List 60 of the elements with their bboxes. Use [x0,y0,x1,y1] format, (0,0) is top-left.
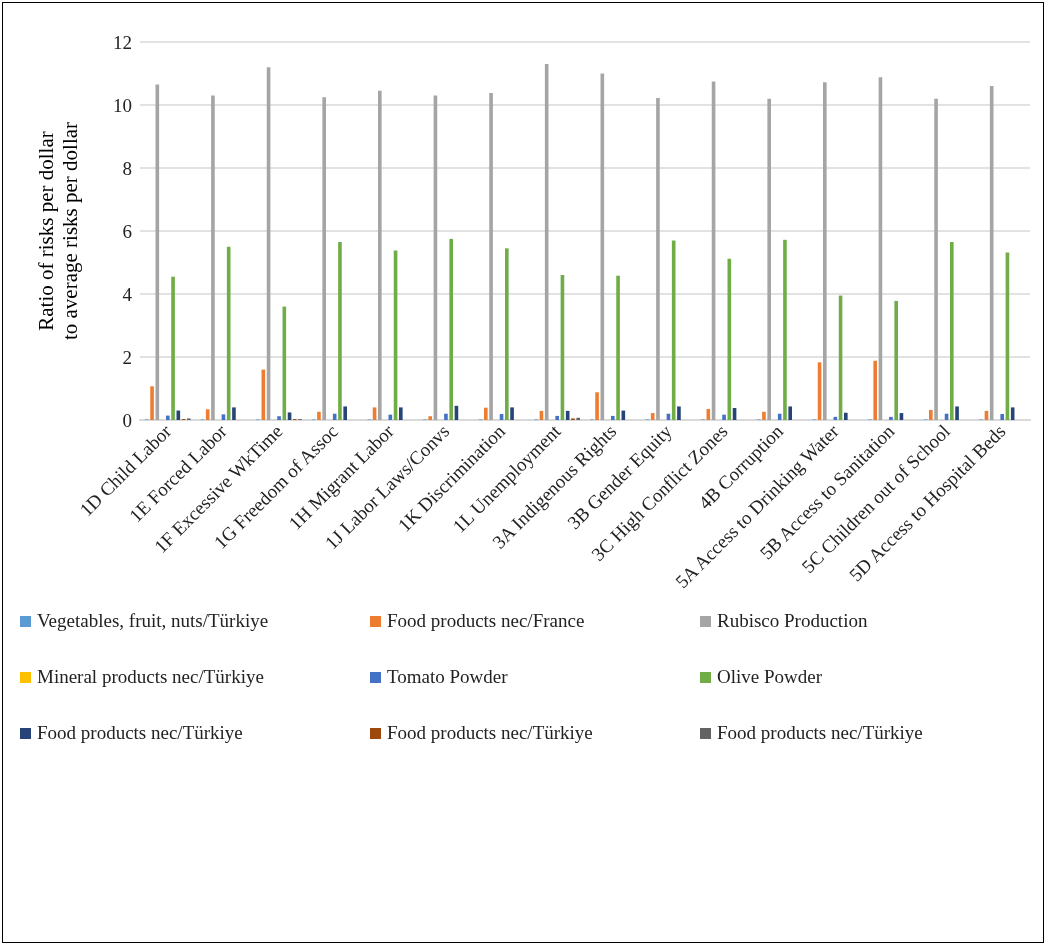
bar [171,276,175,420]
bar [889,416,893,420]
bar [1000,414,1004,420]
bar [894,300,898,420]
bar [873,360,877,420]
bar [399,407,403,420]
bar [449,238,453,420]
legend-label: Tomato Powder [387,666,508,688]
bar [338,242,342,420]
bar [484,407,488,420]
legend-label: Mineral products nec/Türkiye [37,666,264,688]
bar [650,413,655,420]
bar [762,411,766,420]
bar [150,386,154,420]
bar [211,95,215,420]
bar [317,411,321,420]
bar [205,409,210,420]
bar [505,248,509,420]
y-tick-label: 2 [122,346,132,368]
bar [510,407,514,420]
legend-label: Rubisco Production [717,610,868,632]
bar [611,415,615,420]
y-tick-label: 4 [122,283,133,305]
bar [555,415,559,420]
bar [677,406,681,420]
legend-label: Food products nec/Türkiye [717,722,923,744]
bar [929,409,933,420]
bar [767,98,771,420]
bar [343,406,347,420]
bar [656,98,660,420]
legend-label: Olive Powder [717,666,823,688]
legend-label: Vegetables, fruit, nuts/Türkiye [37,610,269,632]
bar [934,98,938,420]
legend-label: Food products nec/Türkiye [387,722,593,744]
bar [277,416,281,420]
y-tick-label: 0 [122,409,132,431]
bar [166,415,170,420]
bar [428,416,432,420]
bar [722,414,726,420]
bar [616,275,620,420]
bar [844,412,848,420]
bar [232,407,236,420]
y-tick-label: 8 [122,157,132,179]
bar [444,413,448,420]
bar [955,406,959,420]
y-tick-label: 6 [122,220,132,242]
bar [783,239,787,420]
y-tick-label: 10 [113,94,132,116]
legend-label: Food products nec/France [387,610,585,632]
bar [950,242,954,420]
bar [823,82,827,420]
bar [322,97,326,420]
legend-label: Food products nec/Türkiye [37,722,243,744]
bar [595,392,599,420]
y-tick-label: 12 [113,31,132,53]
bar [576,417,580,420]
y-axis-title: Ratio of risks per dollar to average risks per dollar [34,121,82,341]
bar [378,90,382,420]
bar [489,93,493,420]
bar [788,406,792,420]
